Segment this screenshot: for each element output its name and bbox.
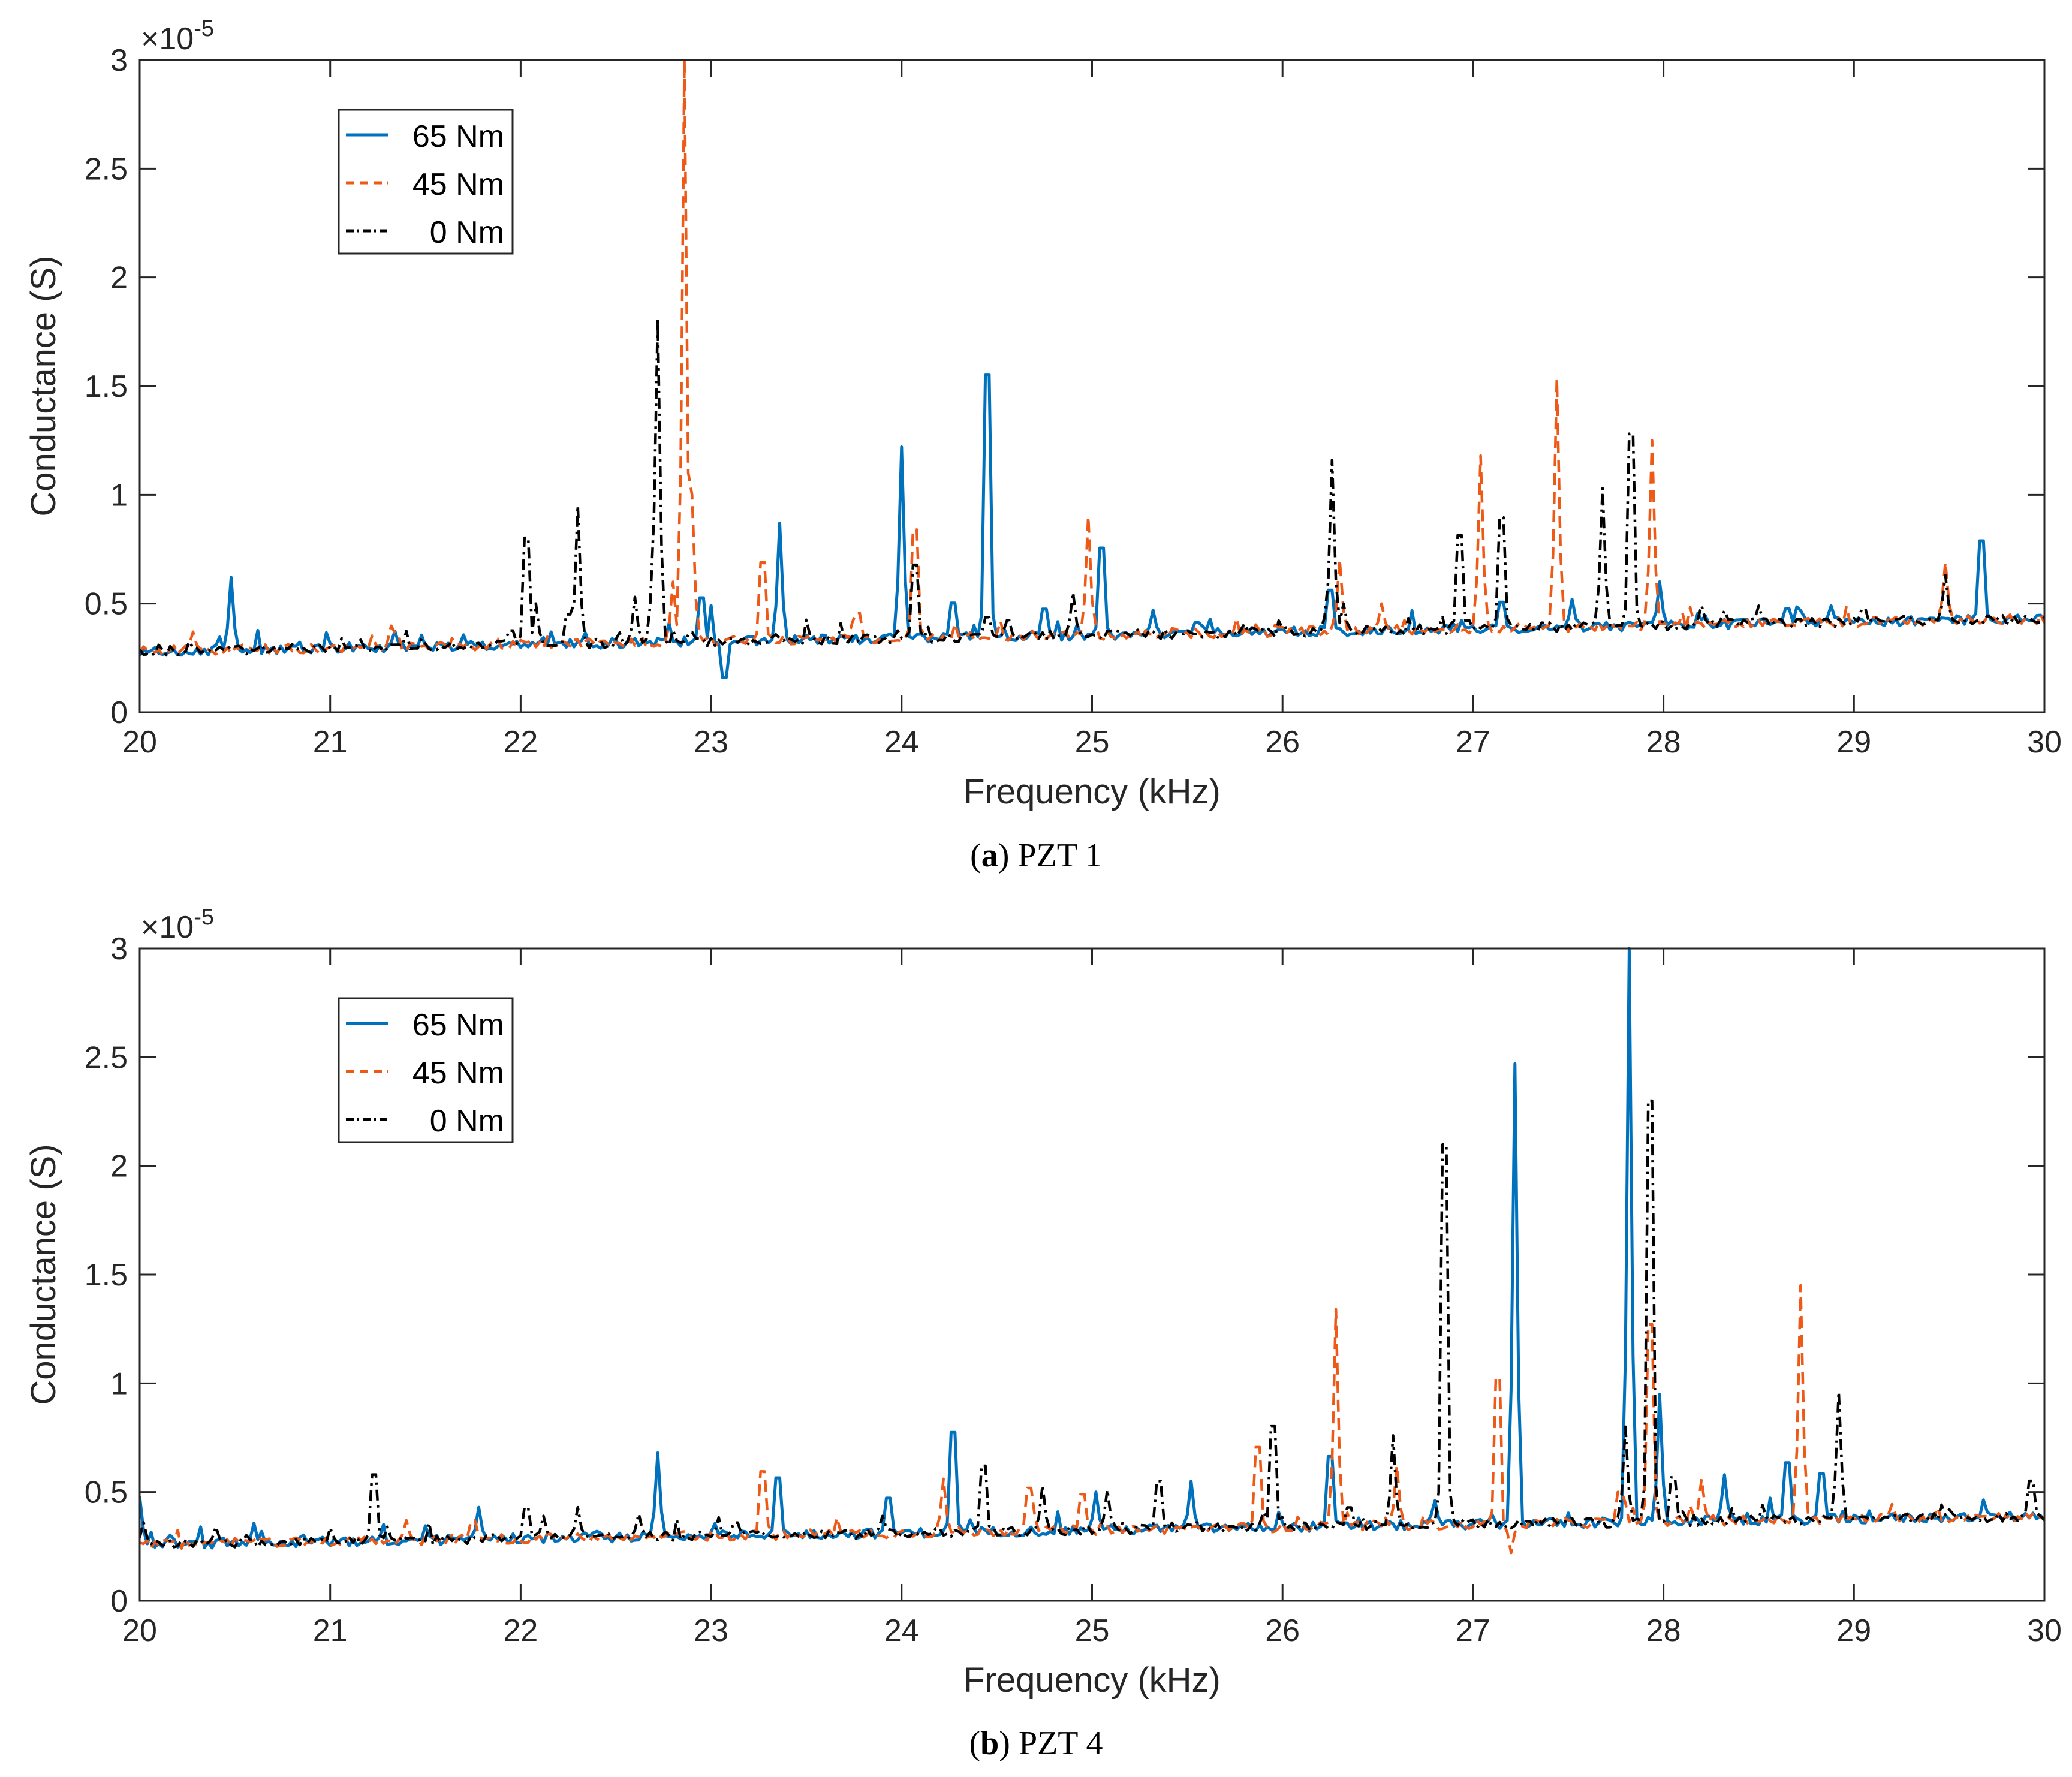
caption-letter: a (981, 837, 998, 874)
y-exponent-label: ×10-5 (141, 905, 214, 945)
y-tick-label: 2.5 (85, 152, 128, 186)
y-tick-label: 2 (110, 261, 128, 296)
x-tick-label: 27 (1456, 1613, 1490, 1648)
x-tick-label: 28 (1646, 1613, 1681, 1648)
x-tick-label: 27 (1456, 725, 1490, 760)
y-exponent-power: -5 (194, 905, 214, 930)
caption-pzt4: (b) PZT 4 (969, 1725, 1103, 1762)
legend-label: 45 Nm (412, 1056, 504, 1091)
x-tick-label: 25 (1075, 1613, 1110, 1648)
y-tick-label: 1.5 (85, 369, 128, 404)
series-line-45-nm (140, 1284, 2044, 1555)
x-tick-label: 23 (694, 1613, 728, 1648)
x-tick-label: 20 (122, 725, 157, 760)
legend-label: 65 Nm (412, 119, 504, 154)
chart-pzt4: 20 21 22 23 24 25 26 27 28 29 30 0 0.5 1 1.5 2 2.5 3 ×10-5… (24, 905, 2062, 1700)
caption-text: PZT 1 (1009, 837, 1102, 874)
x-tick-label: 22 (503, 725, 538, 760)
x-tick-label: 26 (1265, 1613, 1300, 1648)
y-tick-label: 3 (110, 43, 128, 78)
y-tick-label: 2.5 (85, 1040, 128, 1075)
y-tick-label: 0.5 (85, 1475, 128, 1510)
x-axis-label: Frequency (kHz) (963, 1661, 1221, 1700)
x-tick-label: 24 (884, 725, 919, 760)
series-line-0-nm (140, 317, 2044, 658)
y-tick-label: 1 (110, 478, 128, 513)
x-tick-label: 20 (122, 1613, 157, 1648)
x-tick-label: 23 (694, 725, 728, 760)
y-exponent-power: -5 (194, 16, 214, 41)
y-axis-label: Conductance (S) (24, 255, 63, 516)
x-tick-label: 29 (1836, 725, 1871, 760)
legend-label: 0 Nm (430, 1104, 504, 1139)
x-tick-label: 28 (1646, 725, 1681, 760)
x-tick-label: 25 (1075, 725, 1110, 760)
y-tick-label: 3 (110, 932, 128, 966)
caption-pzt1: (a) PZT 1 (970, 837, 1102, 874)
legend-label: 0 Nm (430, 215, 504, 250)
series-line-0-nm (140, 1099, 2044, 1549)
y-tick-label: 0 (110, 695, 128, 730)
x-tick-label: 30 (2027, 725, 2062, 760)
legend-label: 65 Nm (412, 1008, 504, 1043)
x-axis-label: Frequency (kHz) (963, 772, 1221, 811)
x-tick-label: 21 (313, 1613, 348, 1648)
y-exponent-label: ×10-5 (141, 16, 214, 56)
y-tick-label: 0.5 (85, 587, 128, 622)
series-line-45-nm (140, 59, 2044, 656)
y-tick-label: 2 (110, 1149, 128, 1184)
chart-pzt1: 20 21 22 23 24 25 26 27 28 29 30 0 0.5 1 1.5 2 2.5 3 ×10-5… (24, 16, 2062, 811)
y-axis-label: Conductance (S) (24, 1144, 63, 1405)
x-tick-label: 22 (503, 1613, 538, 1648)
x-tick-label: 21 (313, 725, 348, 760)
x-tick-label: 26 (1265, 725, 1300, 760)
x-tick-label: 24 (884, 1613, 919, 1648)
caption-text: PZT 4 (1010, 1725, 1103, 1762)
y-tick-label: 1 (110, 1366, 128, 1401)
y-tick-label: 1.5 (85, 1258, 128, 1293)
x-tick-label: 30 (2027, 1613, 2062, 1648)
legend-label: 45 Nm (412, 167, 504, 202)
caption-letter: b (980, 1725, 999, 1762)
y-tick-label: 0 (110, 1584, 128, 1619)
x-tick-label: 29 (1836, 1613, 1871, 1648)
